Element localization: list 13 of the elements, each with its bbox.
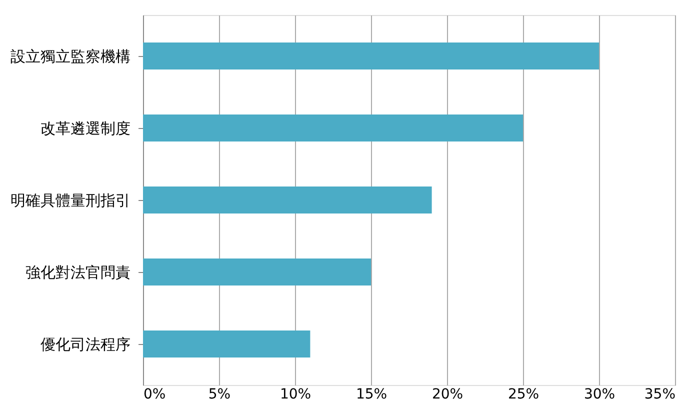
y-tick-label: 優化司法程序 [40, 336, 130, 354]
y-tick-label: 設立獨立監察機構 [10, 48, 130, 66]
x-tick-label: 0% [144, 386, 166, 402]
y-tick-label: 改革遴選制度 [40, 120, 130, 138]
x-tick-label: 5% [208, 386, 231, 402]
x-tick-label: 35% [644, 386, 676, 402]
x-tick-label: 25% [508, 386, 540, 402]
x-tick-label: 15% [356, 386, 388, 402]
x-tick-label: 10% [280, 386, 312, 402]
y-tick-label: 強化對法官問責 [26, 264, 130, 282]
x-tick-label: 20% [432, 386, 464, 402]
y-tick-label: 明確具體量刑指引 [10, 192, 130, 210]
x-tick-label: 30% [584, 386, 616, 402]
